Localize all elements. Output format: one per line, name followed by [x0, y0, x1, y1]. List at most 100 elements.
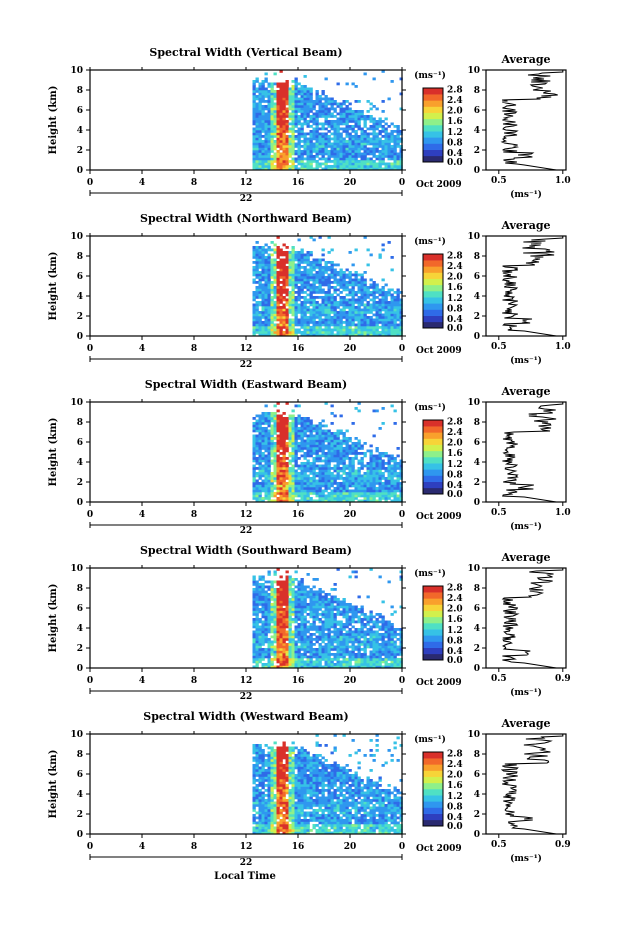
heatmap-cell — [261, 90, 265, 93]
heatmap-cell — [312, 442, 316, 445]
heatmap-cell — [321, 296, 325, 299]
heatmap-cell — [261, 593, 265, 596]
heatmap-cell — [372, 162, 376, 166]
heatmap-cell — [336, 145, 340, 148]
heatmap-cell — [270, 288, 274, 292]
heatmap-cell — [378, 256, 382, 259]
heatmap-cell — [372, 150, 376, 153]
heatmap-cell — [381, 472, 385, 475]
heatmap-cell — [252, 256, 256, 259]
heatmap-cell — [336, 472, 340, 475]
heatmap-cell — [357, 120, 361, 123]
heatmap-cell — [291, 409, 295, 413]
heatmap-cell — [375, 140, 379, 143]
heatmap-cell — [351, 142, 355, 146]
heatmap-cell — [297, 422, 301, 425]
heatmap-cell — [306, 92, 310, 96]
heatmap-cell — [348, 152, 352, 156]
heatmap-cell — [321, 303, 325, 307]
heatmap-cell — [285, 457, 289, 460]
heatmap-cell — [315, 145, 319, 148]
heatmap-cell — [384, 140, 388, 143]
heatmap-cell — [309, 251, 313, 254]
heatmap-cell — [261, 600, 265, 604]
heatmap-cell — [396, 130, 400, 133]
heatmap-cell — [297, 120, 301, 123]
heatmap-cell — [294, 655, 298, 659]
heatmap-cell — [309, 650, 313, 654]
heatmap-cell — [333, 452, 337, 455]
heatmap-cell — [330, 658, 334, 661]
heatmap-cell — [291, 147, 295, 151]
heatmap-cell — [270, 321, 274, 324]
heatmap-cell — [384, 454, 388, 458]
heatmap-cell — [267, 246, 271, 249]
heatmap-cell — [273, 306, 277, 309]
heatmap-cell — [288, 432, 292, 435]
heatmap-cell — [261, 283, 265, 287]
heatmap-cell — [312, 469, 316, 473]
heatmap-cell — [330, 434, 334, 438]
heatmap-cell — [345, 122, 349, 126]
heatmap-cell — [327, 628, 331, 631]
heatmap-cell — [270, 281, 274, 284]
heatmap-cell — [321, 248, 325, 252]
heatmap-cell — [351, 157, 355, 161]
heatmap-cell — [312, 301, 316, 304]
heatmap-cell — [351, 328, 355, 332]
heatmap-cell — [327, 648, 331, 651]
heatmap-cell — [381, 301, 385, 304]
heatmap-cell — [351, 293, 355, 297]
heatmap-cell — [258, 326, 262, 329]
heatmap-cell — [285, 635, 289, 639]
heatmap-cell — [291, 620, 295, 624]
heatmap-cell — [384, 291, 388, 294]
heatmap-cell — [300, 110, 304, 113]
heatmap-cell — [303, 625, 307, 629]
heatmap-cell — [267, 293, 271, 297]
heatmap-cell — [288, 444, 292, 448]
heatmap-cell — [288, 281, 292, 284]
heatmap-cell — [390, 140, 394, 143]
colorbar-swatch — [423, 432, 443, 439]
heatmap-cell — [390, 318, 394, 322]
avg-y-tick-label: 2 — [474, 312, 480, 322]
heatmap-cell — [375, 479, 379, 483]
heatmap-cell — [288, 645, 292, 649]
heatmap-cell — [327, 605, 331, 609]
heatmap-cell — [345, 125, 349, 128]
heatmap-cell — [309, 125, 313, 128]
heatmap-cell — [273, 278, 277, 282]
heatmap-cell — [384, 316, 388, 319]
heatmap-cell — [270, 100, 274, 103]
heatmap-cell — [315, 454, 319, 458]
heatmap-cell — [261, 643, 265, 646]
heatmap-cell — [252, 605, 256, 609]
heatmap-cell — [297, 97, 301, 101]
heatmap-cell — [267, 311, 271, 314]
heatmap-cell — [255, 655, 259, 659]
heatmap-cell — [258, 137, 262, 141]
heatmap-cell — [321, 90, 325, 93]
heatmap-cell — [303, 590, 307, 594]
heatmap-cell — [396, 145, 400, 148]
heatmap-cell — [330, 447, 334, 450]
heatmap-cell — [324, 432, 328, 435]
heatmap-cell — [384, 499, 388, 503]
heatmap-cell — [258, 650, 262, 654]
heatmap-cell — [315, 117, 319, 121]
heatmap-cell — [354, 276, 358, 279]
heatmap-cell — [381, 492, 385, 495]
heatmap-cell — [276, 92, 280, 96]
heatmap-cell — [360, 278, 364, 282]
heatmap-cell — [264, 157, 268, 161]
heatmap-cell — [282, 135, 286, 138]
heatmap-cell — [261, 630, 265, 634]
heatmap-cell — [252, 444, 256, 448]
heatmap-cell — [273, 618, 277, 621]
heatmap-cell — [375, 301, 379, 304]
heatmap-cell — [330, 100, 334, 103]
heatmap-cell — [342, 140, 346, 143]
heatmap-cell — [276, 157, 280, 161]
heatmap-cell — [267, 600, 271, 604]
